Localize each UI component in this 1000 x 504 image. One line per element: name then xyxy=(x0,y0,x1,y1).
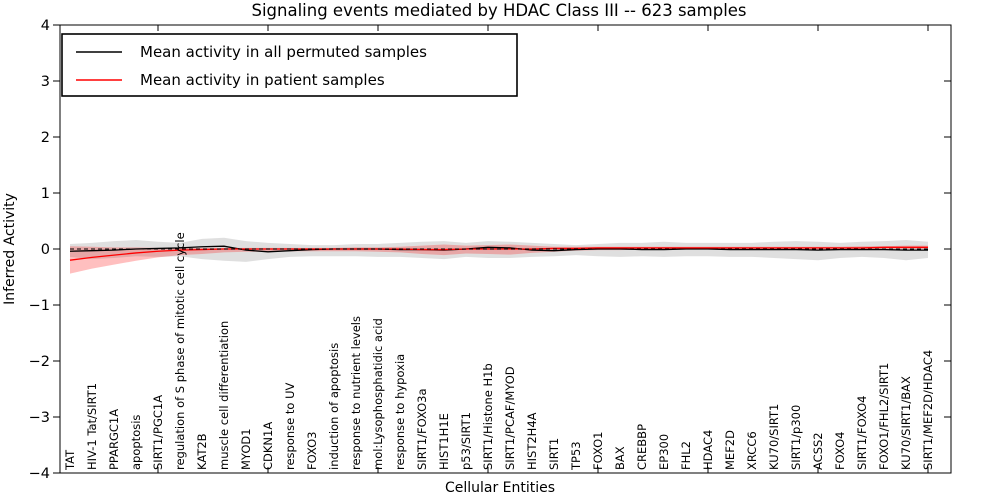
x-category-label: muscle cell differentiation xyxy=(217,321,231,470)
x-category-label: KAT2B xyxy=(195,433,209,470)
y-tick-label: −4 xyxy=(29,466,50,482)
plot-frame xyxy=(59,24,952,474)
legend-label-permuted: Mean activity in all permuted samples xyxy=(140,43,427,61)
x-category-label: SIRT1/p300 xyxy=(789,405,803,470)
legend-label-patient: Mean activity in patient samples xyxy=(140,71,385,89)
x-category-label: MYOD1 xyxy=(239,428,253,470)
x-category-label: BAX xyxy=(613,446,627,470)
x-category-label: SIRT1/PGC1A xyxy=(151,395,165,470)
x-category-label: response to nutrient levels xyxy=(349,316,363,470)
chart-title: Signaling events mediated by HDAC Class … xyxy=(251,1,746,20)
x-category-labels-layer: TAT HIV-1 Tat/SIRT1 PPARGC1A apoptosis SIRT1… xyxy=(63,232,935,471)
x-category-label: HDAC4 xyxy=(701,430,715,470)
y-tick-label: −2 xyxy=(29,354,50,370)
permuted-samples-range-band xyxy=(70,237,928,262)
legend: Mean activity in all permuted samples Me… xyxy=(61,33,518,97)
y-tick-label: 2 xyxy=(41,130,50,146)
y-tick-labels-layer: 4 3 2 1 0 −1 −2 −3 −4 xyxy=(29,18,50,482)
x-category-label: TAT xyxy=(63,449,77,471)
y-tick-label: 3 xyxy=(41,74,50,90)
x-category-label: CREBBP xyxy=(635,424,649,470)
y-tick-label: −3 xyxy=(29,410,50,426)
x-category-label: ACSS2 xyxy=(811,432,825,470)
x-category-label: SIRT1/PCAF/MYOD xyxy=(503,366,517,470)
x-category-label: regulation of S phase of mitotic cell cy… xyxy=(173,232,187,470)
x-category-label: FOXO1 xyxy=(591,432,605,470)
y-tick-label: 0 xyxy=(41,242,50,258)
x-category-label: HIST2H4A xyxy=(525,412,539,470)
y-tick-label: 4 xyxy=(41,18,50,34)
x-category-label: mol:Lysophosphatidic acid xyxy=(371,318,385,470)
y-tick-label: −1 xyxy=(29,298,50,314)
x-category-label: FOXO4 xyxy=(833,432,847,470)
x-category-label: SIRT1/FOXO4 xyxy=(855,395,869,470)
confidence-bands-layer xyxy=(70,237,928,274)
series-lines-layer xyxy=(69,245,928,261)
x-category-label: induction of apoptosis xyxy=(327,343,341,470)
y-tick-label: 1 xyxy=(41,186,50,202)
x-category-label: SIRT1/Histone H1b xyxy=(481,363,495,470)
legend-box xyxy=(61,33,518,97)
x-category-label: KU70/SIRT1/BAX xyxy=(899,376,913,470)
x-category-label: SIRT1 xyxy=(547,438,561,470)
x-category-label: CDKN1A xyxy=(261,422,275,470)
x-category-label: EP300 xyxy=(657,434,671,470)
x-category-label: FOXO1/FHL2/SIRT1 xyxy=(877,363,891,470)
series-line-0 xyxy=(69,245,928,253)
x-category-label: SIRT1/MEF2D/HDAC4 xyxy=(921,350,935,470)
x-category-label: HIST1H1E xyxy=(437,413,451,470)
x-category-label: SIRT1/FOXO3a xyxy=(415,388,429,470)
x-axis-label: Cellular Entities xyxy=(445,480,555,496)
x-category-label: response to UV xyxy=(283,382,297,470)
x-category-label: MEF2D xyxy=(723,430,737,470)
x-category-label: FHL2 xyxy=(679,441,693,470)
x-category-label: KU70/SIRT1 xyxy=(767,404,781,470)
x-category-label: FOXO3 xyxy=(305,432,319,470)
x-category-label: apoptosis xyxy=(129,415,143,470)
x-category-label: HIV-1 Tat/SIRT1 xyxy=(85,383,99,470)
y-axis-label: Inferred Activity xyxy=(2,193,18,305)
x-category-label: response to hypoxia xyxy=(393,354,407,470)
x-category-label: p53/SIRT1 xyxy=(459,412,473,470)
x-category-label: XRCC6 xyxy=(745,431,759,470)
x-category-label: PPARGC1A xyxy=(107,409,121,470)
x-category-label: TP53 xyxy=(569,441,583,471)
